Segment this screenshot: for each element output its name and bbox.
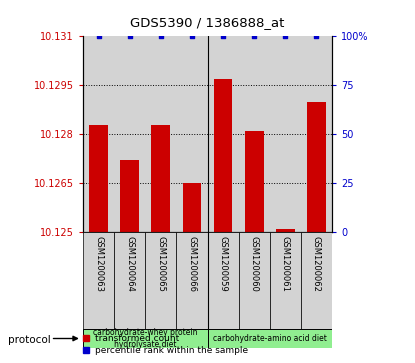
Bar — [151, 125, 170, 232]
Bar — [239, 232, 270, 330]
Bar — [183, 183, 201, 232]
Text: GSM1200060: GSM1200060 — [250, 236, 259, 292]
Point — [220, 33, 227, 39]
Bar — [83, 329, 208, 348]
Bar — [89, 125, 108, 232]
Text: GDS5390 / 1386888_at: GDS5390 / 1386888_at — [130, 16, 285, 29]
Bar — [270, 232, 301, 330]
Point — [189, 33, 195, 39]
Point — [158, 33, 164, 39]
Bar — [208, 232, 239, 330]
Bar — [83, 232, 114, 330]
Bar — [114, 232, 145, 330]
Text: GSM1200059: GSM1200059 — [219, 236, 227, 292]
Point — [127, 33, 133, 39]
Bar — [176, 232, 208, 330]
Bar — [301, 232, 332, 330]
Bar — [214, 79, 232, 232]
Bar — [307, 102, 326, 232]
Text: GSM1200066: GSM1200066 — [188, 236, 196, 292]
Text: GSM1200062: GSM1200062 — [312, 236, 321, 292]
Text: GSM1200063: GSM1200063 — [94, 236, 103, 292]
Text: carbohydrate-amino acid diet: carbohydrate-amino acid diet — [213, 334, 327, 343]
Text: GSM1200061: GSM1200061 — [281, 236, 290, 292]
Point — [251, 33, 257, 39]
Point — [313, 33, 320, 39]
Text: protocol: protocol — [8, 335, 51, 345]
Point — [282, 33, 289, 39]
Bar — [276, 229, 295, 232]
Bar — [145, 232, 176, 330]
Legend: transformed count, percentile rank within the sample: transformed count, percentile rank withi… — [79, 331, 251, 359]
Text: GSM1200064: GSM1200064 — [125, 236, 134, 292]
Point — [95, 33, 102, 39]
Bar — [245, 131, 264, 232]
Bar — [120, 160, 139, 232]
Bar — [208, 329, 332, 348]
Text: GSM1200065: GSM1200065 — [156, 236, 165, 292]
Text: carbohydrate-whey protein
hydrolysate diet: carbohydrate-whey protein hydrolysate di… — [93, 329, 198, 348]
